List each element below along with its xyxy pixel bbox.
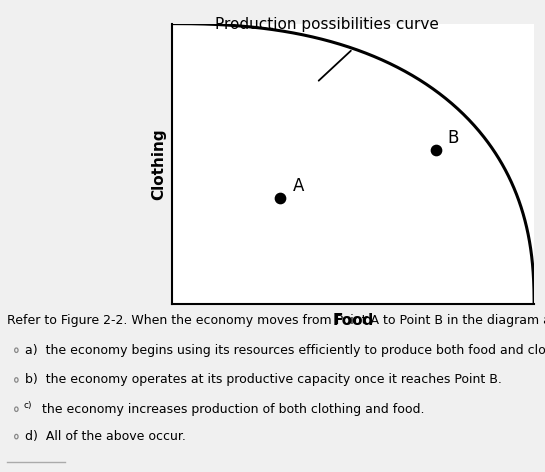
Text: the economy increases production of both clothing and food.: the economy increases production of both… [34, 403, 425, 416]
Text: B: B [447, 129, 458, 147]
Text: c): c) [24, 401, 33, 410]
Text: A: A [293, 177, 305, 195]
Text: a)  the economy begins using its resources efficiently to produce both food and : a) the economy begins using its resource… [25, 344, 545, 357]
X-axis label: Food: Food [332, 313, 373, 328]
Point [432, 146, 440, 154]
Text: Refer to Figure 2-2. When the economy moves from Point A to Point B in the diagr: Refer to Figure 2-2. When the economy mo… [7, 314, 545, 327]
Text: Production possibilities curve: Production possibilities curve [215, 17, 439, 32]
Point [276, 194, 285, 202]
Text: d)  All of the above occur.: d) All of the above occur. [25, 430, 185, 443]
Y-axis label: Clothing: Clothing [151, 128, 166, 200]
Text: b)  the economy operates at its productive capacity once it reaches Point B.: b) the economy operates at its productiv… [25, 373, 501, 387]
